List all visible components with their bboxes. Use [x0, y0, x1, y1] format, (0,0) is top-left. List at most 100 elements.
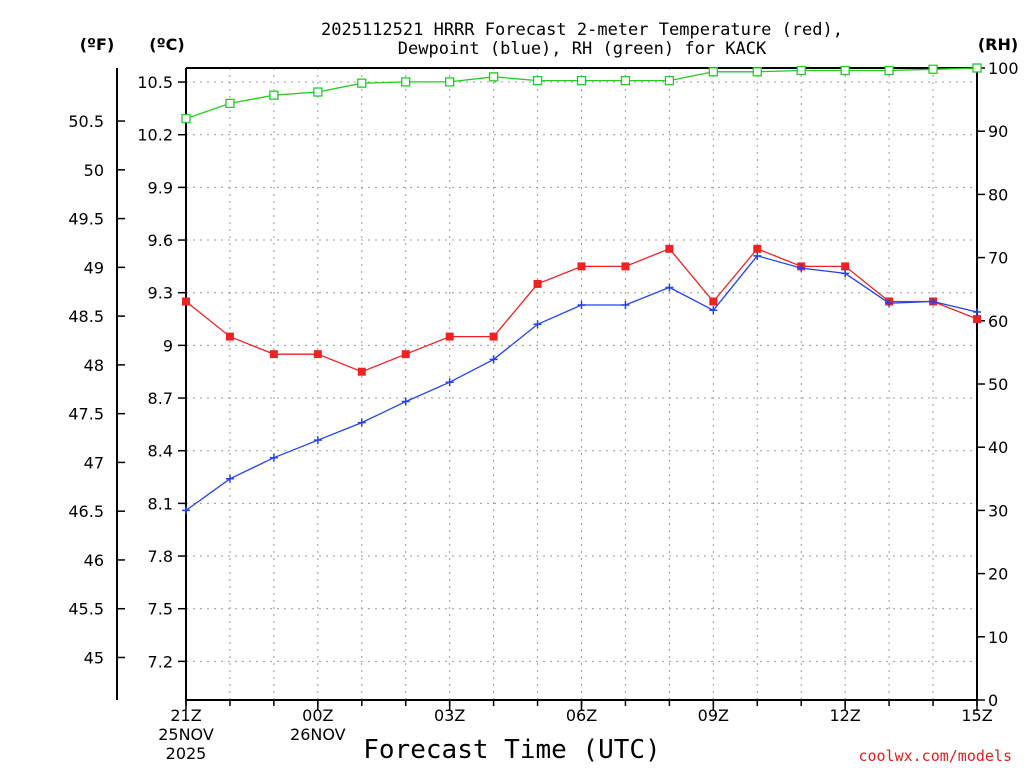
- rh-point: [620, 75, 631, 86]
- x-tick-label: 03Z: [434, 706, 465, 725]
- dewpoint-point: [973, 308, 981, 317]
- rh-point: [796, 65, 806, 76]
- credit-label: coolwx.com/models: [858, 747, 1012, 765]
- celsius-tick-label: 7.2: [148, 652, 173, 671]
- fahrenheit-tick-label: 49: [84, 258, 104, 277]
- fahrenheit-tick-label: 47.5: [68, 405, 104, 424]
- x-tick-date-label: 25NOV: [158, 725, 214, 744]
- rh-tick-label: 0: [988, 691, 998, 710]
- rh-point: [752, 67, 762, 77]
- rh-point: [664, 75, 675, 86]
- grid: [186, 68, 977, 700]
- fahrenheit-tick-label: 46: [84, 551, 104, 570]
- rh-tick-label: 100: [988, 59, 1019, 78]
- celsius-tick-label: 9.3: [148, 284, 173, 303]
- rh-point: [445, 77, 455, 87]
- rh-tick-label: 60: [988, 312, 1008, 331]
- celsius-tick-label: 7.8: [148, 547, 173, 566]
- axes: [116, 67, 985, 710]
- rh-tick-label: 70: [988, 249, 1008, 268]
- x-tick-year-label: 2025: [166, 744, 207, 763]
- series: [181, 63, 982, 515]
- dewpoint-point: [753, 251, 762, 260]
- dewpoint-point: [313, 436, 322, 445]
- fahrenheit-tick-label: 48.5: [68, 307, 104, 326]
- fahrenheit-tick-label: 45.5: [68, 600, 104, 619]
- fahrenheit-tick-label: 50.5: [68, 112, 104, 131]
- rh-tick-label: 80: [988, 185, 1008, 204]
- rh-point: [313, 87, 323, 97]
- celsius-tick-label: 9.9: [148, 178, 173, 197]
- dewpoint-point: [929, 297, 938, 306]
- temperature-point: [182, 297, 190, 306]
- temperature-point: [841, 262, 850, 271]
- temperature-point: [973, 315, 981, 324]
- dewpoint-point: [401, 397, 410, 406]
- chart-title-line2: Dewpoint (blue), RH (green) for KACK: [398, 39, 767, 59]
- dewpoint-point: [445, 378, 454, 387]
- rh-point: [840, 65, 850, 76]
- rh-point: [532, 75, 543, 86]
- rh-tick-label: 40: [988, 438, 1008, 457]
- temperature-point: [357, 367, 366, 376]
- x-tick-label: 00Z: [302, 706, 333, 725]
- fahrenheit-tick-label: 50: [84, 161, 104, 180]
- rh-tick-label: 20: [988, 565, 1008, 584]
- celsius-tick-label: 8.1: [148, 494, 173, 513]
- dewpoint-point: [225, 474, 234, 483]
- dewpoint-point: [621, 301, 630, 309]
- celsius-tick-label: 10.5: [137, 73, 173, 92]
- x-tick-label: 12Z: [830, 706, 861, 725]
- dewpoint-point: [665, 283, 674, 292]
- temperature-point: [577, 262, 586, 271]
- rh-point: [972, 63, 982, 73]
- rh-tick-label: 50: [988, 375, 1008, 394]
- temperature-point: [709, 297, 718, 306]
- rh-tick-label: 30: [988, 501, 1008, 520]
- dewpoint-point: [709, 306, 718, 315]
- rh-point: [576, 75, 587, 86]
- rh-point: [225, 98, 235, 109]
- rh-unit-label: (RH): [978, 35, 1018, 54]
- celsius-tick-label: 10.2: [137, 126, 173, 145]
- celsius-unit-label: (ºC): [149, 35, 184, 54]
- rh-point: [181, 113, 191, 124]
- dewpoint-point: [885, 299, 894, 308]
- tick-labels: 7.2 7.5 7.8 8.1 8.4 8.7 9 9.3 9.6 9.9 10.2 10.5 45 45…: [68, 59, 1018, 763]
- dewpoint-point: [533, 320, 542, 329]
- dewpoint-point: [577, 301, 586, 309]
- temperature-point: [489, 332, 498, 341]
- temperature-point: [753, 244, 762, 253]
- dewpoint-point: [489, 355, 498, 364]
- rh-point: [928, 64, 938, 74]
- celsius-tick-label: 8.4: [148, 442, 173, 461]
- x-tick-label: 06Z: [566, 706, 597, 725]
- rh-point: [488, 72, 499, 82]
- rh-point: [357, 78, 367, 88]
- temperature-point: [621, 262, 630, 271]
- rh-point: [884, 65, 894, 76]
- fahrenheit-tick-label: 49.5: [68, 210, 104, 229]
- celsius-tick-label: 9.6: [148, 231, 173, 250]
- temperature-point: [313, 350, 322, 359]
- rh-tick-label: 10: [988, 628, 1008, 647]
- fahrenheit-tick-label: 45: [84, 648, 104, 667]
- series-temperature: [182, 244, 981, 376]
- dewpoint-point: [269, 453, 278, 462]
- celsius-tick-label: 8.7: [148, 389, 173, 408]
- series-dewpoint: [182, 251, 981, 515]
- temperature-point: [665, 244, 674, 253]
- x-axis-title: Forecast Time (UTC): [363, 735, 660, 765]
- x-tick-date-label: 26NOV: [290, 725, 346, 744]
- temperature-point: [401, 350, 410, 359]
- temperature-point: [225, 332, 234, 341]
- x-tick-label: 15Z: [961, 706, 992, 725]
- dewpoint-point: [841, 269, 850, 278]
- rh-point: [401, 77, 411, 87]
- dewpoint-point: [797, 264, 806, 273]
- fahrenheit-unit-label: (ºF): [80, 35, 115, 54]
- dewpoint-point: [357, 418, 366, 427]
- dewpoint-point: [182, 506, 190, 515]
- x-tick-label: 09Z: [698, 706, 729, 725]
